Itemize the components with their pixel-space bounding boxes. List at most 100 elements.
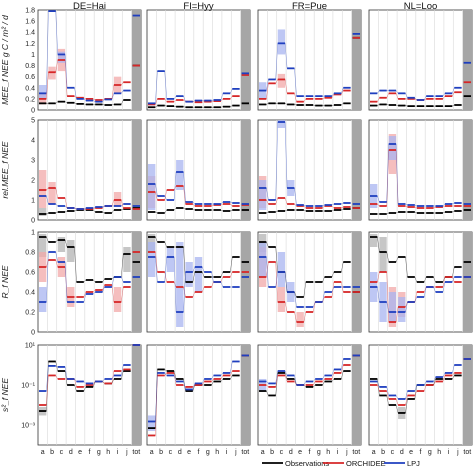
tot-column-shade [131,120,141,220]
x-tick-label: tot [463,449,471,456]
x-tick-label: c [280,449,284,456]
orc-range-band [48,182,56,204]
obs-series-line [370,210,462,215]
x-tick-label: tot [132,449,140,456]
panel-NL=Loo-row1 [368,119,473,221]
x-tick-label: f [309,449,311,456]
tot-column-shade [131,232,141,332]
tot-column-shade [462,232,472,332]
legend-label-2: LPJ [407,459,420,468]
panel-FI=Hyy-row2 [146,231,251,333]
tot-column-shade [351,345,361,445]
y-tick-label: 10⁻³ [21,423,35,430]
orc-series-line [259,364,351,388]
orc-series-line [259,261,351,323]
lpj-series-line [370,276,462,313]
x-tick-label: c [391,449,395,456]
orc-range-band [113,287,122,312]
panel-frame [37,344,142,446]
obs-series-line [148,207,240,214]
orc-series-line [148,251,240,298]
orc-series-line [39,369,131,406]
panel-group: a b c d e f g h i j tot a b c d e f g h i j tot a b c d e f g h i j tot a… [37,9,473,456]
lpj-range-band [259,242,267,277]
lpj-series-line [39,251,131,303]
lpj-range-band [57,51,66,63]
site-title-2: FR=Pue [292,1,327,12]
x-tick-label: d [178,449,182,456]
orc-range-band [39,170,47,208]
x-tick-label: g [317,449,321,456]
x-tick-label: h [437,449,441,456]
obs-range-band [379,237,387,272]
y-tick-label: 1 [31,52,35,59]
obs-series-line [259,370,351,396]
orc-series-line [148,185,240,207]
lpj-range-band [166,247,175,272]
y-tick-label: 5 [31,118,35,125]
obs-range-band [370,234,378,247]
x-tick-label: d [69,449,73,456]
legend-label-0: Observations [285,459,329,468]
panel-frame [257,9,362,111]
x-tick-label: a [261,449,265,456]
x-tick-label: a [372,449,376,456]
lpj-series-line [259,358,351,386]
tot-column-shade [351,232,361,332]
obs-series-line [259,208,351,214]
panel-FR=Pue-row0 [257,9,362,111]
lpj-series-line [148,70,240,104]
orc-series-line [370,271,462,323]
y-tick-label: 1 [31,198,35,205]
site-title-3: NL=Loo [404,1,438,12]
y-tick-label: 0 [31,108,35,115]
y-tick-label: 10⁻¹ [21,383,35,390]
x-tick-label: e [409,449,413,456]
row-label-group: MEE_f NEE g C / m² / d 0 0.2 0.4 0.6 0.8 1 1.2 1… [0,8,36,430]
x-tick-label: e [187,449,191,456]
obs-series-line [39,236,131,283]
orc-range-band [296,312,304,327]
panel-DE=Hai-row3: a b c d e f g h i j tot [37,344,142,456]
x-tick-label: c [169,449,173,456]
x-tick-label: e [78,449,82,456]
obs-range-band [39,234,47,257]
panel-frame [37,9,142,111]
x-tick-label: e [298,449,302,456]
x-tick-label: j [234,449,237,456]
lpj-range-band [39,85,47,99]
tot-column-shade [240,120,250,220]
obs-series-line [259,241,351,298]
panel-DE=Hai-row1 [37,119,142,221]
lpj-range-band [259,180,267,210]
x-tick-label: a [41,449,45,456]
lpj-range-band [148,415,156,432]
obs-series-line [148,369,240,429]
x-tick-label: d [289,449,293,456]
lpj-range-band [185,262,193,287]
y-tick-label: 0.2 [25,310,35,317]
obs-series-line [39,361,131,412]
panel-FR=Pue-row1 [257,119,362,221]
lpj-range-band [194,257,203,292]
lpj-series-line [259,43,351,97]
panel-FI=Hyy-row3: a b c d e f g h i j tot [146,344,251,456]
x-tick-label: f [198,449,200,456]
lpj-range-band [277,252,286,287]
x-tick-label: f [89,449,91,456]
obs-range-band [123,247,131,272]
obs-series-line [39,208,131,215]
row-label-1: rel.MEE_f NEE [0,141,10,198]
lpj-series-line [39,364,131,392]
orc-series-line [148,95,240,105]
obs-series-line [370,104,462,107]
y-tick-label: 0.4 [25,85,35,92]
orc-series-line [39,59,131,101]
lpj-range-band [277,120,286,128]
x-tick-label: tot [352,449,360,456]
orc-range-band [113,192,122,206]
x-tick-label: f [420,449,422,456]
x-tick-label: a [150,449,154,456]
x-tick-label: tot [241,449,249,456]
